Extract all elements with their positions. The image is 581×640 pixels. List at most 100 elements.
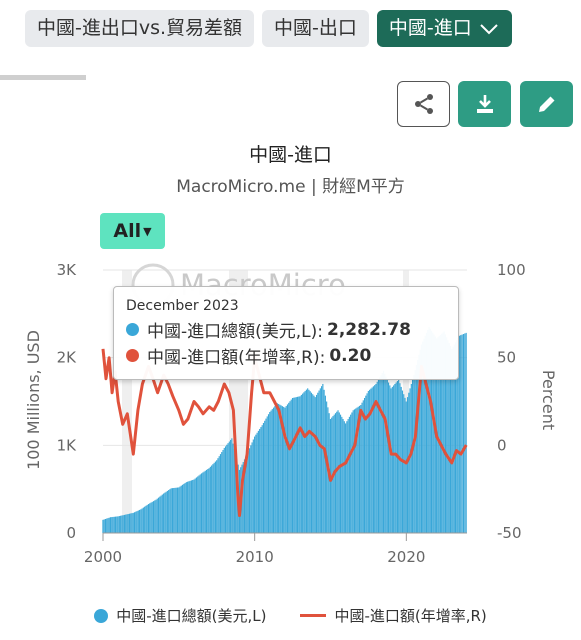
x-tick-label: 2010: [236, 548, 274, 566]
import-total-bar: [123, 514, 125, 533]
import-total-bar: [375, 383, 377, 533]
import-total-bar: [291, 397, 294, 533]
import-total-bar: [361, 402, 363, 533]
import-total-bar: [438, 336, 440, 533]
import-total-bar: [432, 332, 434, 533]
import-total-bar: [141, 508, 143, 533]
import-total-bar: [367, 390, 369, 533]
download-icon: [476, 95, 493, 113]
import-total-bar: [385, 376, 387, 533]
import-total-bar: [168, 490, 170, 533]
import-total-bar: [164, 492, 166, 533]
import-total-bar: [204, 470, 206, 533]
import-total-bar: [212, 464, 214, 533]
import-total-bar: [303, 392, 305, 533]
import-total-bar: [337, 410, 339, 533]
tooltip-series1-label: 中國-進口總額(美元,L):: [147, 322, 324, 342]
import-total-bar: [128, 513, 131, 533]
import-total-bar: [206, 469, 208, 533]
import-total-bar: [230, 439, 232, 533]
import-total-bar: [163, 493, 165, 533]
import-total-bar: [147, 504, 150, 533]
import-total-bar: [302, 393, 304, 533]
tooltip-series2-label: 中國-進口額(年增率,R):: [147, 348, 326, 368]
import-total-bar: [200, 473, 203, 533]
tab-export[interactable]: 中國-出口: [262, 10, 369, 47]
import-total-bar: [116, 516, 118, 533]
import-total-bar: [122, 515, 124, 533]
legend-item-series1[interactable]: 中國-進口總額(美元,L): [94, 605, 266, 626]
import-total-bar: [184, 483, 186, 533]
share-button[interactable]: [397, 81, 450, 127]
import-total-bar: [452, 346, 454, 533]
import-total-bar: [424, 335, 426, 533]
import-total-bar: [356, 407, 358, 533]
import-total-bar: [318, 390, 320, 533]
legend-series2-marker: [300, 614, 327, 617]
import-total-bar: [252, 439, 254, 533]
import-total-bar: [217, 458, 219, 533]
import-total-bar: [280, 405, 282, 533]
import-total-bar: [233, 448, 235, 533]
import-total-bar: [219, 454, 222, 533]
import-total-bar: [441, 333, 443, 533]
import-total-bar: [288, 402, 290, 533]
import-total-bar: [139, 509, 141, 533]
import-total-bar: [209, 466, 211, 533]
import-total-bar: [430, 330, 433, 533]
legend-item-series2[interactable]: 中國-進口額(年增率,R): [300, 605, 487, 626]
import-total-bar: [417, 359, 419, 533]
import-total-bar: [154, 500, 156, 533]
tooltip-series2-value: 0.20: [329, 345, 372, 366]
import-total-bar: [294, 397, 296, 533]
import-yoy-line: [101, 348, 468, 517]
import-total-bar: [412, 379, 414, 533]
import-total-bar: [175, 487, 177, 533]
import-total-bar: [456, 340, 458, 533]
import-total-bar: [429, 328, 431, 533]
import-total-bar: [395, 382, 397, 533]
chevron-down-icon: [480, 23, 498, 34]
import-total-bar: [323, 389, 325, 533]
import-total-bar: [166, 490, 168, 533]
import-total-bar: [377, 379, 380, 533]
import-total-bar: [103, 519, 105, 533]
import-total-bar: [298, 396, 300, 533]
tab-import-export-vs-balance[interactable]: 中國-進出口vs.貿易差額: [25, 10, 255, 47]
download-button[interactable]: [458, 81, 511, 127]
import-total-bar: [151, 501, 153, 533]
import-total-bar: [290, 399, 292, 533]
import-total-bar: [189, 480, 191, 533]
legend-series1-label: 中國-進口總額(美元,L): [116, 607, 267, 625]
import-total-bar: [388, 382, 390, 533]
import-total-bar: [271, 409, 273, 533]
import-total-bar: [352, 410, 354, 533]
import-total-bar: [380, 375, 382, 533]
import-total-bar: [174, 487, 176, 533]
import-total-bar: [346, 421, 348, 533]
range-selector-button[interactable]: All ▼: [100, 213, 165, 249]
import-total-bar: [144, 506, 146, 533]
import-total-bar: [462, 334, 465, 533]
import-total-bar: [465, 332, 467, 533]
import-total-bar: [365, 395, 367, 533]
import-total-bar: [357, 406, 359, 533]
import-total-bar: [150, 502, 152, 533]
import-total-bar: [192, 479, 194, 533]
import-total-bar: [358, 405, 361, 533]
import-total-bar: [202, 472, 204, 533]
import-total-bar: [232, 443, 234, 533]
import-total-bar: [157, 497, 160, 533]
import-total-bar: [284, 407, 286, 533]
import-total-bar: [381, 373, 383, 533]
import-total-bar: [293, 397, 295, 533]
tab-import[interactable]: 中國-進口: [376, 10, 512, 47]
import-total-bar: [341, 416, 343, 533]
import-total-bar: [265, 418, 267, 533]
import-total-bar: [117, 516, 119, 533]
x-tick-label: 2020: [387, 548, 425, 566]
import-total-bar: [289, 401, 291, 533]
tab-import-label: 中國-進口: [388, 17, 472, 39]
edit-button[interactable]: [520, 81, 573, 127]
